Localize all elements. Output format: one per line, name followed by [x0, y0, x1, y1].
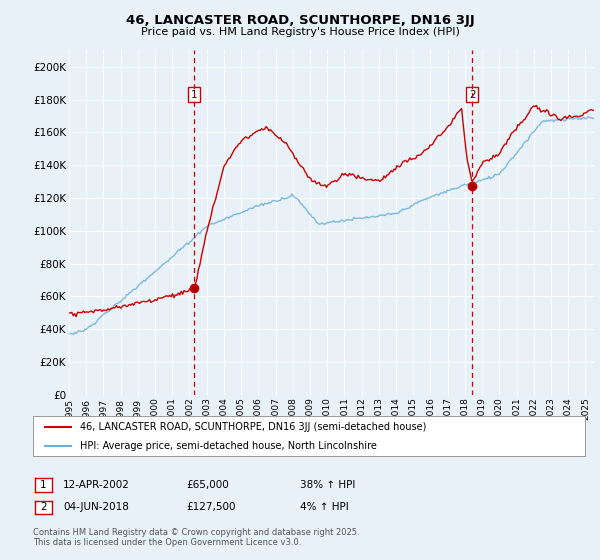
Text: 2: 2 — [469, 90, 475, 100]
Text: 4% ↑ HPI: 4% ↑ HPI — [300, 502, 349, 512]
Text: 38% ↑ HPI: 38% ↑ HPI — [300, 480, 355, 490]
Text: 04-JUN-2018: 04-JUN-2018 — [63, 502, 129, 512]
Text: £65,000: £65,000 — [186, 480, 229, 490]
Text: 1: 1 — [191, 90, 197, 100]
Text: 1: 1 — [40, 480, 47, 490]
Text: 12-APR-2002: 12-APR-2002 — [63, 480, 130, 490]
Text: Contains HM Land Registry data © Crown copyright and database right 2025.
This d: Contains HM Land Registry data © Crown c… — [33, 528, 359, 547]
Text: Price paid vs. HM Land Registry's House Price Index (HPI): Price paid vs. HM Land Registry's House … — [140, 27, 460, 37]
Text: 2: 2 — [40, 502, 47, 512]
Text: 46, LANCASTER ROAD, SCUNTHORPE, DN16 3JJ: 46, LANCASTER ROAD, SCUNTHORPE, DN16 3JJ — [125, 14, 475, 27]
Text: HPI: Average price, semi-detached house, North Lincolnshire: HPI: Average price, semi-detached house,… — [80, 441, 377, 450]
Text: 46, LANCASTER ROAD, SCUNTHORPE, DN16 3JJ (semi-detached house): 46, LANCASTER ROAD, SCUNTHORPE, DN16 3JJ… — [80, 422, 426, 432]
Text: £127,500: £127,500 — [186, 502, 235, 512]
